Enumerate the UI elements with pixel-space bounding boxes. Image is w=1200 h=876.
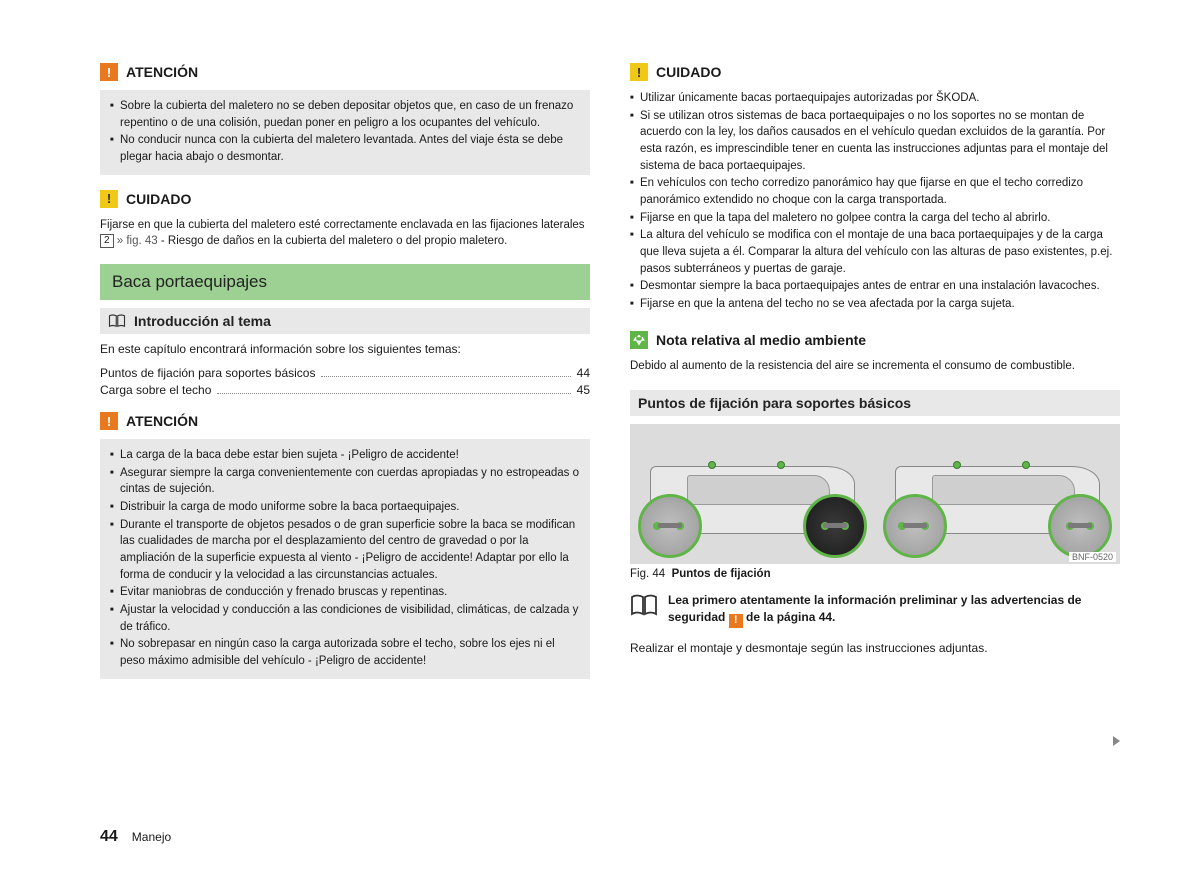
book-icon [630,594,658,616]
section-title: Baca portaequipajes [100,264,590,300]
ref-number-box: 2 [100,234,114,248]
alert-title: ATENCIÓN [126,413,198,429]
warning-icon: ! [100,412,118,430]
footer-section: Manejo [132,830,171,844]
intro-title: Introducción al tema [134,313,271,329]
figure-caption: Fig. 44 Puntos de fijación [630,568,1120,580]
puntos-subsection: Puntos de fijación para soportes básicos [630,390,1120,416]
inline-warning-icon: ! [729,614,743,628]
alert-title: CUIDADO [126,191,191,207]
right-column: ! CUIDADO Utilizar únicamente bacas port… [630,60,1120,691]
toc-page: 45 [577,383,590,397]
cuidado1-text: Fijarse en que la cubierta del maletero … [100,217,590,252]
warning-icon: ! [100,63,118,81]
page-number: 44 [100,828,118,846]
alert-title: Nota relativa al medio ambiente [656,332,866,348]
left-column: ! ATENCIÓN Sobre la cubierta del maleter… [100,60,590,691]
atencion-box-1: ! ATENCIÓN Sobre la cubierta del maleter… [100,60,590,175]
recycle-icon [630,331,648,349]
toc-row[interactable]: Carga sobre el techo 45 [100,383,590,397]
read-first-note: Lea primero atentamente la información p… [630,592,1120,627]
atencion2-list: La carga de la baca debe estar bien suje… [110,447,580,670]
alert-title: ATENCIÓN [126,64,198,80]
toc-row[interactable]: Puntos de fijación para soportes básicos… [100,366,590,380]
env-note-box: Nota relativa al medio ambiente Debido a… [630,328,1120,377]
subsection-title: Puntos de fijación para soportes básicos [638,395,911,411]
intro-text: En este capítulo encontrará información … [100,342,590,356]
alert-title: CUIDADO [656,64,721,80]
intro-subsection: Introducción al tema [100,308,590,334]
figure-code: BNF-0520 [1069,552,1116,562]
caution-icon: ! [630,63,648,81]
fig-reference-link[interactable]: » fig. 43 [117,235,158,247]
atencion1-list: Sobre la cubierta del maletero no se deb… [110,98,580,166]
continue-indicator-icon [1113,736,1120,746]
book-icon [108,314,126,328]
page-content: ! ATENCIÓN Sobre la cubierta del maleter… [100,60,1120,691]
toc-label: Carga sobre el techo [100,383,211,397]
env-note-text: Debido al aumento de la resistencia del … [630,358,1120,377]
atencion-box-2: ! ATENCIÓN La carga de la baca debe esta… [100,409,590,679]
cuidado2-list: Utilizar únicamente bacas portaequipajes… [630,90,1120,313]
instruction-text: Realizar el montaje y desmontaje según l… [630,640,1120,657]
cuidado-box-1: ! CUIDADO Fijarse en que la cubierta del… [100,187,590,252]
cuidado-box-2: ! CUIDADO Utilizar únicamente bacas port… [630,60,1120,316]
page-footer: 44 Manejo [100,828,171,846]
toc-label: Puntos de fijación para soportes básicos [100,366,315,380]
toc-page: 44 [577,366,590,380]
figure-44: BNF-0520 [630,424,1120,564]
caution-icon: ! [100,190,118,208]
